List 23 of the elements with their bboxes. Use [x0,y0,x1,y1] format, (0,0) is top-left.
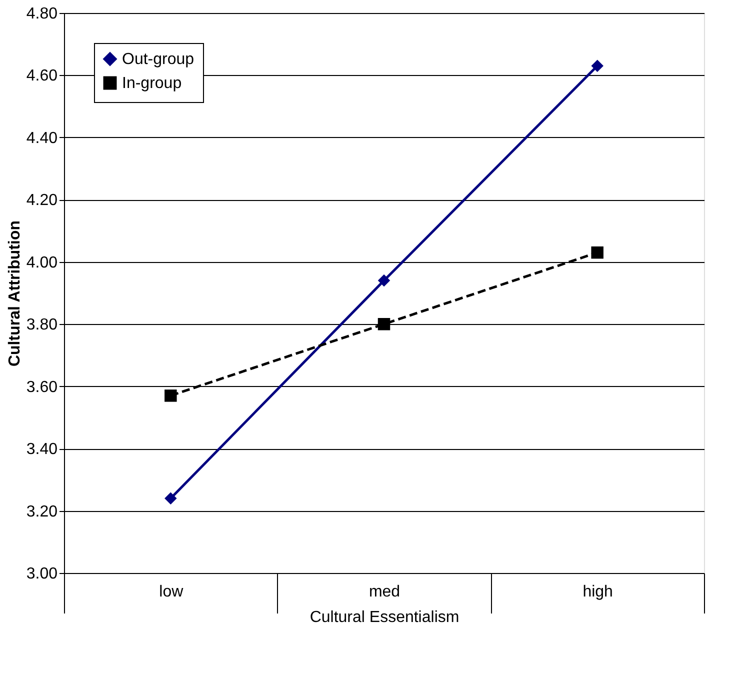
y-tick-label: 4.80 [26,6,58,22]
point [164,492,177,504]
point [378,274,390,287]
x-tick-label: low [159,584,184,600]
y-tick-label: 3.80 [26,316,58,334]
x-tick-label: med [368,584,400,600]
y-tick-label: 4.00 [26,254,58,272]
y-tick-label: 3.00 [26,566,58,582]
y-tick-label: 4.20 [26,192,58,210]
y-tick-label: 3.60 [26,378,58,396]
x-axis-title: Cultural Essentialism [310,609,460,626]
point [164,390,177,402]
y-tick-label: 3.40 [26,441,58,458]
point [591,60,604,72]
y-tick-label: 4.40 [26,130,58,147]
point [591,246,604,259]
legend-label: In-group [122,75,182,92]
x-tick-label: high [582,584,613,600]
legend-label: Out-group [122,51,194,68]
y-tick-label: 4.60 [26,68,58,85]
y-axis-title: Cultural Attribution [6,220,24,367]
y-tick-label: 3.20 [26,503,58,520]
point [378,318,390,330]
